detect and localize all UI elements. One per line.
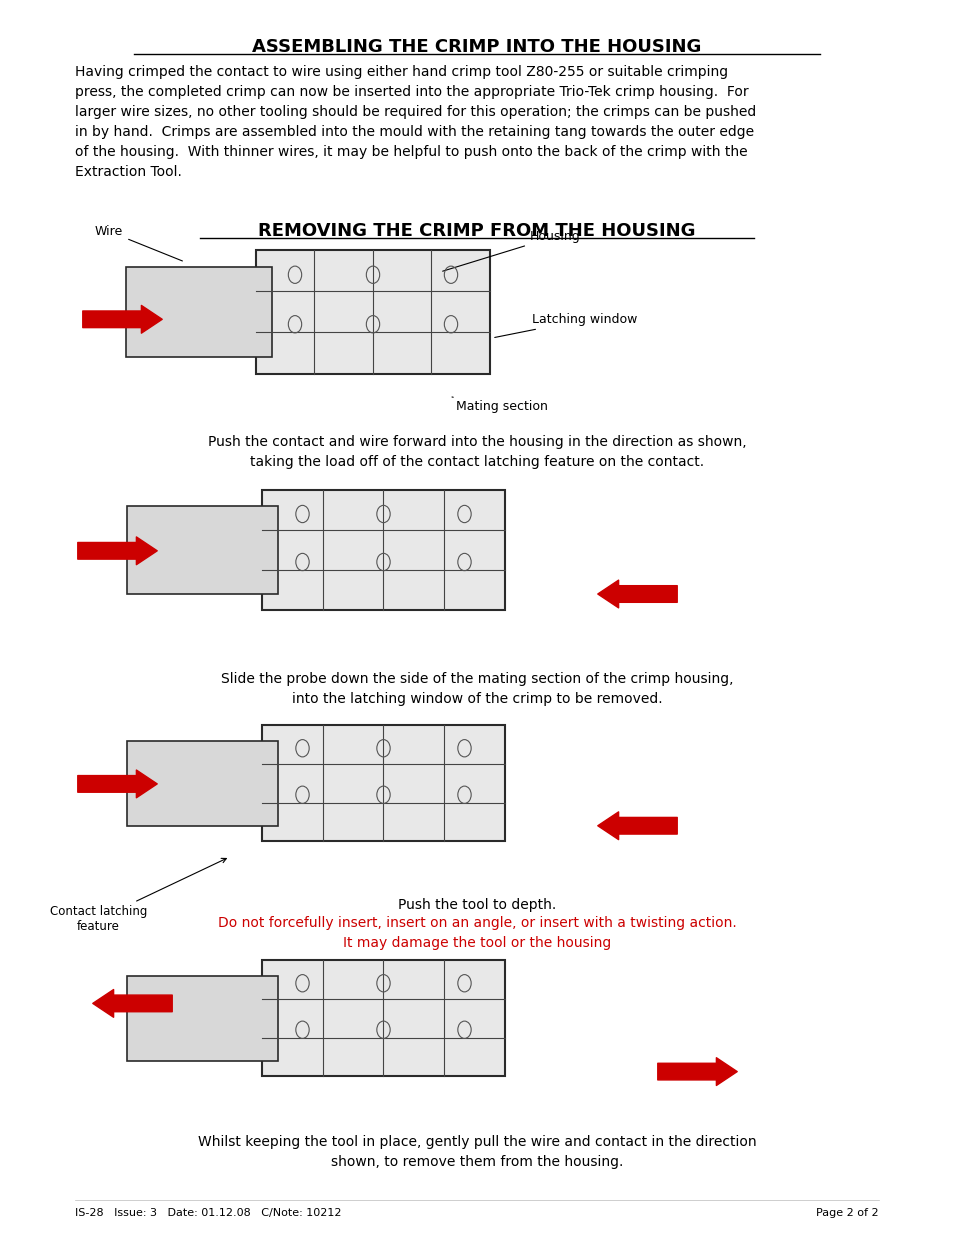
Text: Mating section: Mating section bbox=[452, 396, 547, 412]
Text: Push the tool to depth.: Push the tool to depth. bbox=[397, 898, 556, 911]
Bar bbox=[262, 490, 504, 610]
Bar bbox=[127, 741, 278, 826]
Bar bbox=[262, 725, 504, 841]
Text: Do not forcefully insert, insert on an angle, or insert with a twisting action.
: Do not forcefully insert, insert on an a… bbox=[217, 916, 736, 950]
Text: IS-28   Issue: 3   Date: 01.12.08   C/Note: 10212: IS-28 Issue: 3 Date: 01.12.08 C/Note: 10… bbox=[75, 1208, 341, 1218]
Text: Page 2 of 2: Page 2 of 2 bbox=[816, 1208, 878, 1218]
Bar bbox=[255, 249, 490, 374]
Bar bbox=[262, 960, 504, 1076]
Bar bbox=[127, 976, 278, 1061]
Text: Slide the probe down the side of the mating section of the crimp housing,
into t: Slide the probe down the side of the mat… bbox=[220, 672, 733, 706]
Text: ASSEMBLING THE CRIMP INTO THE HOUSING: ASSEMBLING THE CRIMP INTO THE HOUSING bbox=[252, 38, 701, 56]
Text: Wire: Wire bbox=[95, 225, 182, 261]
Text: Whilst keeping the tool in place, gently pull the wire and contact in the direct: Whilst keeping the tool in place, gently… bbox=[197, 1135, 756, 1170]
Text: Contact latching
feature: Contact latching feature bbox=[50, 858, 226, 932]
Bar bbox=[126, 267, 272, 357]
Text: Having crimped the contact to wire using either hand crimp tool Z80-255 or suita: Having crimped the contact to wire using… bbox=[75, 65, 756, 179]
Text: REMOVING THE CRIMP FROM THE HOUSING: REMOVING THE CRIMP FROM THE HOUSING bbox=[258, 222, 695, 240]
Text: Housing: Housing bbox=[442, 230, 580, 272]
Bar bbox=[127, 506, 278, 594]
Text: Latching window: Latching window bbox=[495, 312, 637, 337]
Text: Push the contact and wire forward into the housing in the direction as shown,
ta: Push the contact and wire forward into t… bbox=[208, 435, 745, 469]
